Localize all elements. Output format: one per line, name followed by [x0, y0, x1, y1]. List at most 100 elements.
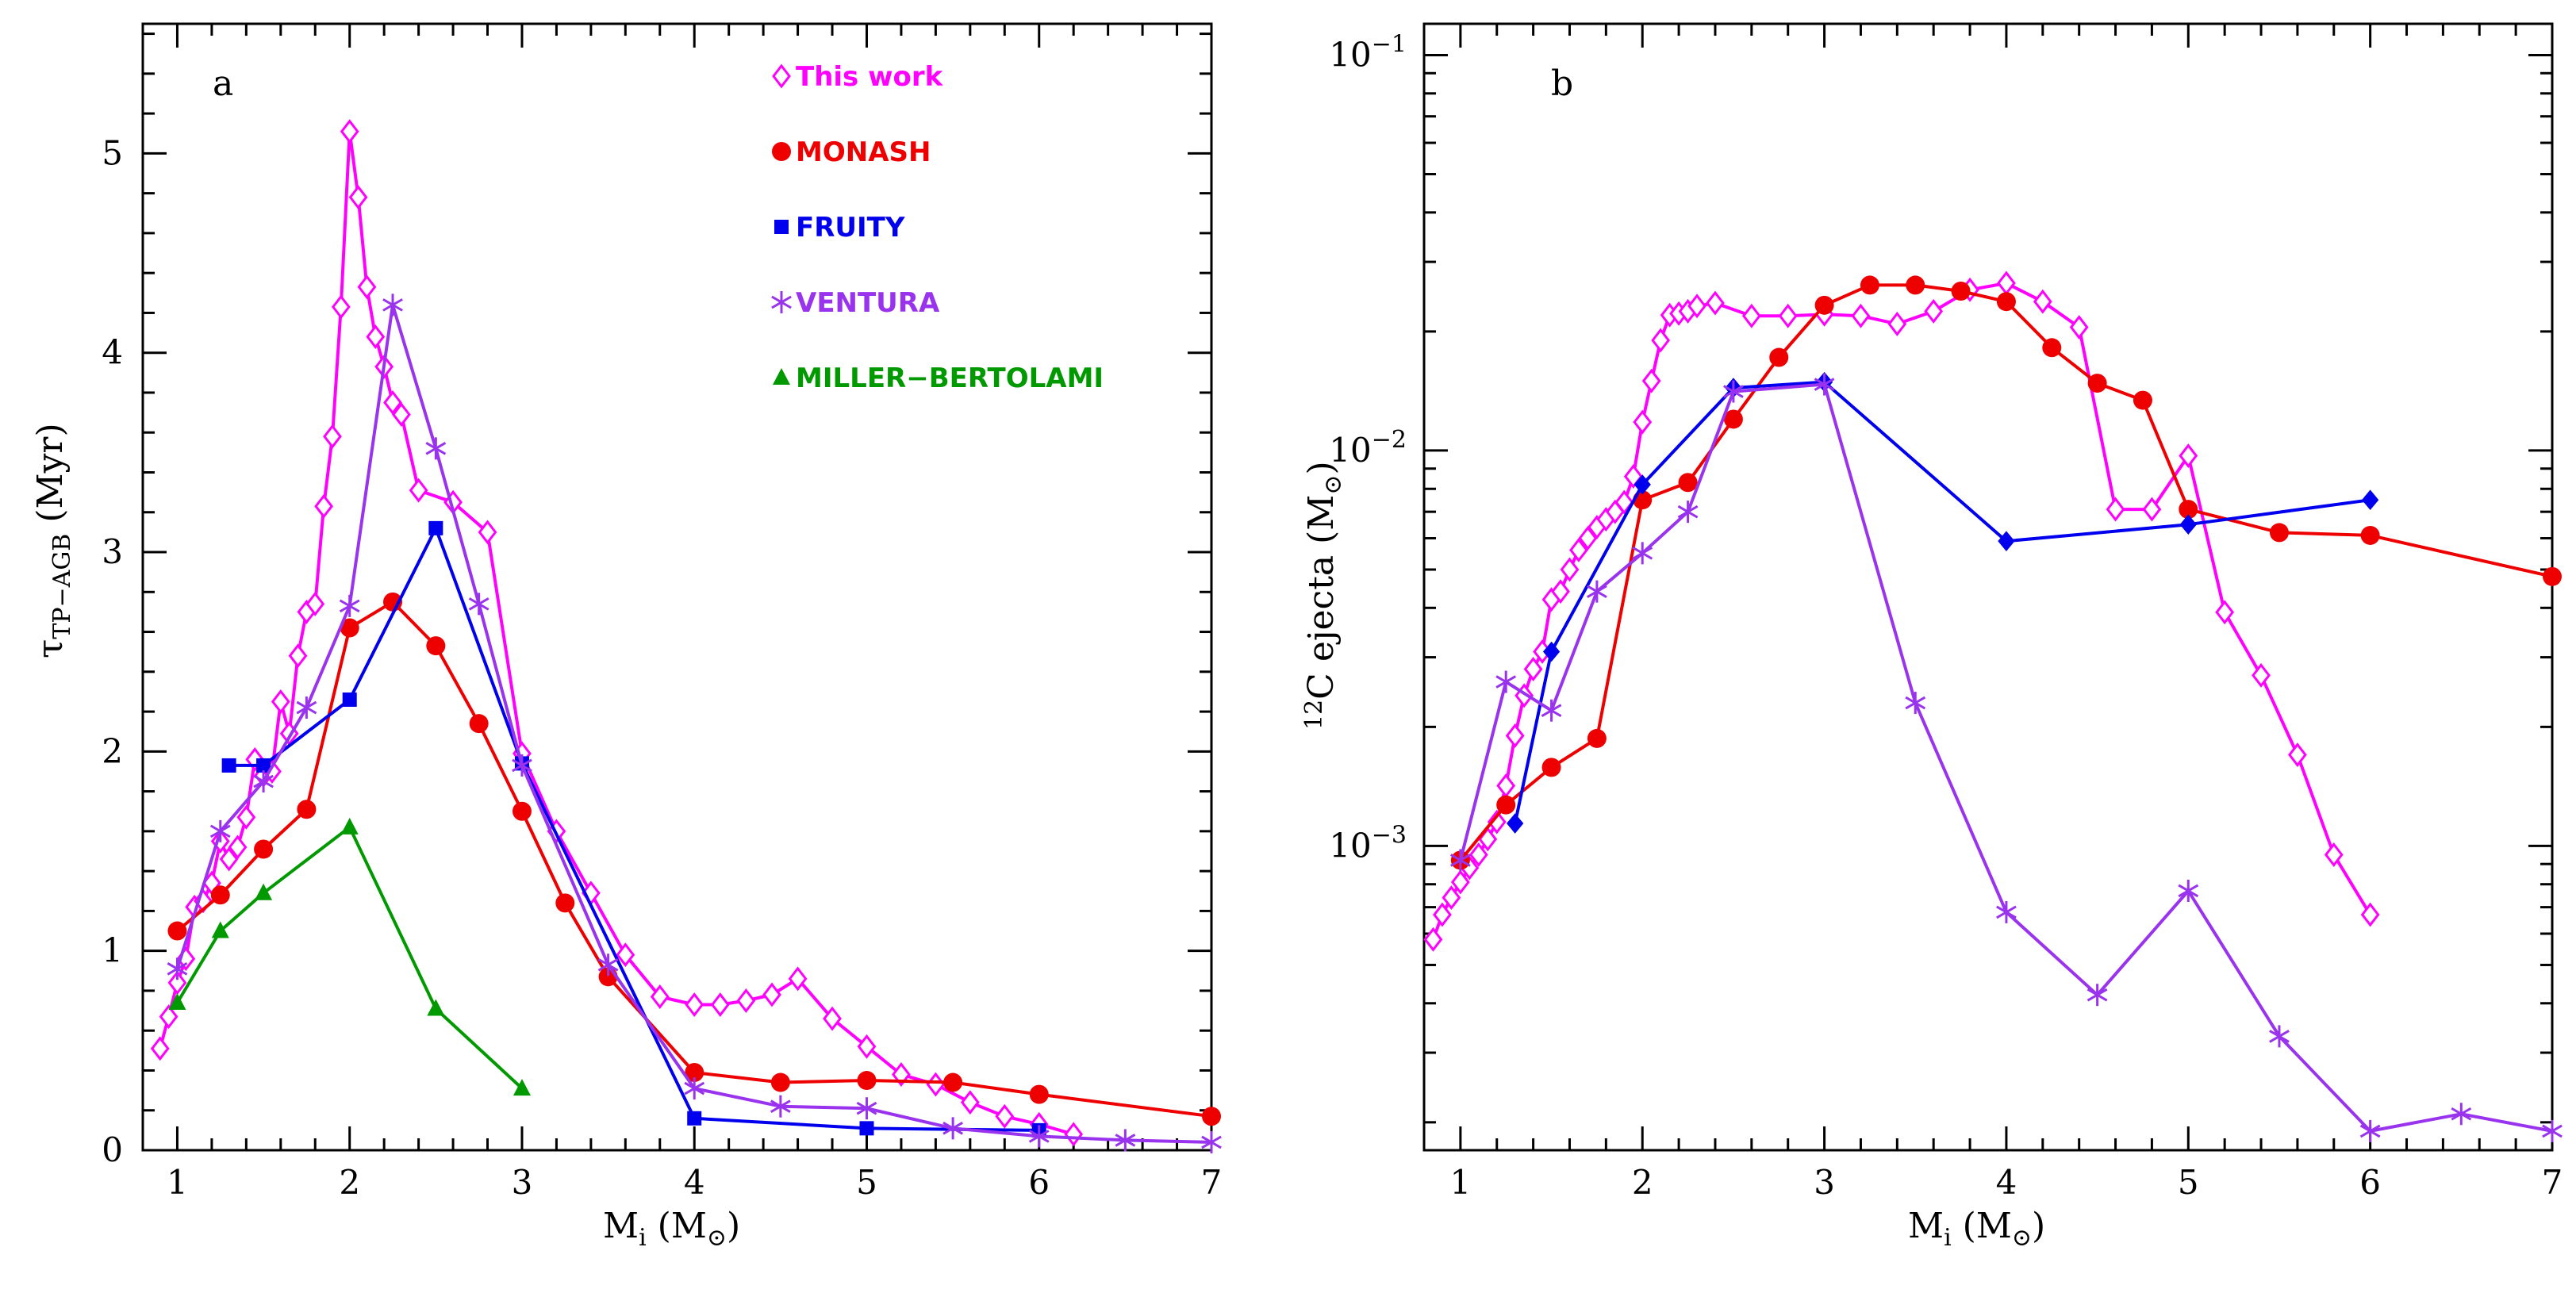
data-point	[271, 689, 290, 714]
panel-b-xlabel: Mi (M⊙)	[1908, 1206, 2045, 1252]
data-point	[167, 957, 188, 980]
data-point	[1814, 373, 1835, 396]
data-point	[1587, 728, 1607, 748]
x-tick-label: 2	[1632, 1163, 1653, 1202]
panel-b-ylabel: 12C ejecta (M⊙)	[1300, 461, 1347, 730]
data-point	[1029, 1084, 1049, 1104]
legend-marker	[774, 220, 789, 234]
data-point	[1028, 1125, 1050, 1148]
data-point	[770, 1072, 790, 1092]
legend-label: VENTURA	[796, 287, 940, 319]
y-tick-label: 0	[102, 1130, 123, 1169]
data-point	[1905, 692, 1926, 715]
data-point	[323, 424, 342, 449]
data-point	[685, 992, 704, 1017]
data-point	[331, 294, 351, 320]
panel-b-ticks: 1 2 3 4 5 6 7 10−3 10−2 10−1	[1329, 24, 2563, 1202]
data-point	[2179, 514, 2197, 535]
series-line	[1458, 382, 2553, 1133]
data-point	[348, 185, 368, 210]
legend-item-fruity: FRUITY	[774, 212, 905, 244]
data-point	[1741, 303, 1761, 328]
data-point	[428, 520, 443, 535]
data-point	[1541, 758, 1561, 777]
legend-item-this-work: This work	[772, 61, 944, 93]
data-point	[2033, 289, 2052, 314]
x-tick-label: 7	[2542, 1163, 2563, 1202]
data-point	[616, 942, 635, 968]
data-point	[168, 993, 186, 1011]
data-point	[409, 478, 428, 503]
panel-a-letter: a	[213, 63, 233, 104]
data-point	[1587, 580, 1607, 603]
data-point	[1495, 670, 1517, 693]
panel-a-ticks: 1 2 3 4 5 6 7 0 1 2 3 4 5	[102, 24, 1222, 1202]
data-point	[1677, 501, 1699, 524]
data-point	[255, 883, 273, 900]
x-tick-label: 4	[1996, 1163, 2017, 1202]
series-miller-bertolami	[168, 817, 531, 1096]
data-point	[383, 390, 402, 415]
data-point	[1641, 368, 1661, 393]
panel-b-frame	[1422, 22, 2554, 1152]
data-point	[1687, 294, 1706, 319]
data-point	[469, 714, 489, 734]
y-tick-label: 5	[102, 133, 123, 172]
data-point	[2543, 566, 2562, 586]
legend-label: This work	[796, 61, 944, 93]
data-point	[340, 618, 359, 638]
panel-b-series	[1423, 270, 2563, 1142]
data-point	[960, 1090, 980, 1115]
y-tick-label: 2	[102, 731, 123, 770]
data-point	[736, 988, 756, 1013]
x-tick-label: 6	[2359, 1163, 2381, 1202]
data-point	[926, 1072, 946, 1097]
data-point	[211, 921, 229, 938]
data-point	[2288, 742, 2307, 767]
y-tick-label: 4	[102, 333, 123, 372]
legend-item-ventura: VENTURA	[771, 287, 940, 319]
data-point	[296, 696, 317, 719]
x-tick-label: 7	[1201, 1163, 1223, 1202]
y-tick-label: 1	[102, 931, 123, 970]
series-ventura	[167, 294, 1222, 1153]
data-point	[823, 1006, 842, 1031]
data-point	[1906, 275, 1925, 295]
panel-b-letter: b	[1551, 63, 1573, 104]
data-point	[1997, 270, 2016, 296]
data-point	[254, 839, 274, 859]
data-point	[340, 817, 359, 835]
data-point	[425, 437, 447, 460]
legend-marker	[771, 291, 792, 313]
data-point	[1496, 795, 1516, 815]
data-point	[427, 999, 445, 1016]
data-point	[2215, 600, 2235, 625]
data-point	[219, 846, 239, 872]
data-point	[2324, 842, 2344, 867]
data-point	[2360, 902, 2380, 927]
legend-label: FRUITY	[796, 212, 905, 244]
y-tick-label: 10−1	[1329, 30, 1407, 74]
data-point	[1560, 557, 1580, 582]
data-point	[1542, 641, 1561, 662]
data-point	[1706, 290, 1725, 316]
data-point	[857, 1034, 877, 1059]
data-point	[770, 1095, 791, 1118]
series-line	[176, 600, 1212, 1118]
data-point	[228, 835, 248, 860]
data-point	[210, 885, 230, 905]
data-point	[1201, 1130, 1222, 1153]
data-point	[478, 520, 497, 545]
data-point	[684, 1077, 705, 1100]
data-point	[1723, 380, 1744, 403]
x-tick-label: 4	[684, 1163, 705, 1202]
data-point	[2069, 315, 2089, 340]
data-point	[1951, 281, 1971, 301]
data-point	[2133, 390, 2152, 410]
data-point	[2451, 1103, 2472, 1126]
data-point	[1998, 531, 2015, 551]
data-point	[512, 801, 532, 821]
panel-a: 1 2 3 4 5 6 7 0 1 2 3 4 5 a Mi (M⊙) τTP−AGB (Myr) Th…	[30, 22, 1222, 1252]
legend-marker	[772, 63, 791, 89]
panel-a-series	[150, 119, 1222, 1153]
